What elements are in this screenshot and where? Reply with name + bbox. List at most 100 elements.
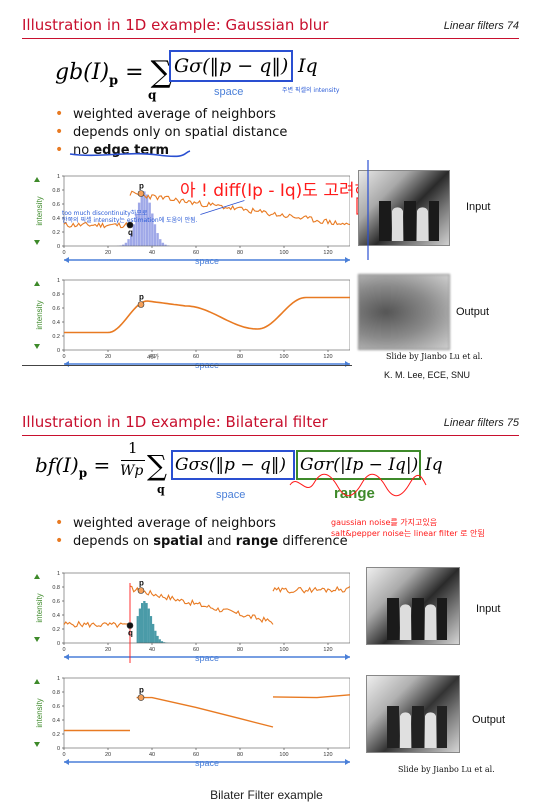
signal-line [129,190,350,226]
point-label: p [139,579,144,588]
slide-bilateral-filter: Illustration in 1D example: Bilateral fi… [0,405,533,785]
arrow-up-icon [34,679,40,684]
x-tick-label: 100 [279,354,288,360]
gaussian-bar [124,242,128,246]
range-weight-bar [147,608,150,643]
gaussian-bar [153,224,157,246]
bullet-item: weighted average of neighbors [55,106,287,122]
x-tick-label: 20 [105,647,111,653]
arrow-up-icon [34,281,40,286]
signal-line [272,585,350,594]
footer-rule [22,365,352,366]
page-caption: Bilater Filter example [210,788,323,802]
y-tick-label: 0.2 [52,334,60,340]
bullet-item: depends on spatial and range difference [55,533,348,549]
title-rule [22,435,519,436]
x-tick-label: 120 [323,752,332,758]
x-tick-label: 20 [105,250,111,256]
y-tick-label: 0.2 [52,230,60,236]
author: K. M. Lee, ECE, SNU [384,370,471,380]
fraction-numerator: 1 [128,439,138,457]
point-label: p [139,182,144,191]
arrow-down-icon [34,240,40,245]
arch-drawing [387,598,447,640]
arrow-up-icon [34,177,40,182]
arrow-down-icon [34,637,40,642]
y-tick-label: 0.6 [52,704,60,710]
arch-drawing [387,706,447,748]
input-label: Input [466,201,491,213]
y-tick-label: 0.4 [52,320,60,326]
range-weight-bar [152,623,155,643]
output-image [366,675,460,753]
y-tick-label: 1 [57,571,60,577]
arrow-right-icon [345,759,350,765]
x-tick-label: 0 [62,752,65,758]
arrow-left-icon [64,654,69,660]
gaussian-bar [159,239,162,246]
y-axis-label: intensity [35,196,44,225]
formula-tail: Iq [298,55,318,77]
x-tick-label: 20 [105,354,111,360]
range-kernel-box [296,450,421,480]
formula-tail: Iq [425,455,443,475]
plot-frame [63,175,350,247]
chart-bf-input: 0 0.2 0.4 0.6 0.8 1 0 20 40 60 80 100 120 intensity sp… [34,571,350,663]
x-tick-label: 0 [62,250,65,256]
gaussian-bar [164,244,167,246]
plot-frame [63,572,350,644]
x-tick-label: 60 [193,647,199,653]
x-tick-label: 120 [323,250,332,256]
arrow-right-icon [345,654,350,660]
x-axis-label: space [195,758,219,768]
x-axis-label: space [195,653,219,663]
x-tick-label: 0 [62,354,65,360]
y-tick-label: 0.8 [52,690,60,696]
y-tick-label: 0.4 [52,718,60,724]
y-axis-label: intensity [35,593,44,622]
y-tick-label: 0.6 [52,306,60,312]
annotation-vertical-line [367,160,369,260]
gaussian-bar [148,202,151,246]
y-tick-label: 1 [57,174,60,180]
input-label: Input [476,603,501,615]
bullet-item: depends only on spatial distance [55,124,287,140]
korean-intensity-note: 주변 픽셀의 intensity [282,87,340,94]
formula-bf: bf(I)p = [35,453,111,480]
gaussian-bar [145,194,149,246]
range-weight-bar [156,635,159,643]
x-tick-label: 40 [149,354,155,360]
arrow-left-icon [64,257,69,263]
x-tick-label: 40 [149,647,155,653]
y-tick-label: 0.4 [52,216,60,222]
sample-point [137,190,145,197]
slide-title: Illustration in 1D example: Gaussian blu… [22,16,329,34]
sum-index-q: q [148,88,157,102]
x-tick-label: 80 [237,752,243,758]
output-image [358,274,450,350]
annotation-arrow [200,200,245,215]
arrow-left-icon [64,759,69,765]
fraction-bar [121,460,145,461]
output-label: Output [472,714,506,726]
point-label: p [139,293,144,302]
input-image [366,567,460,645]
range-weight-bar [160,641,164,643]
range-weight-bar [143,601,146,643]
sum-symbol: ∑ [147,449,167,482]
arrow-up-icon [34,574,40,579]
output-label: Output [456,306,490,318]
formula-kernel: Gσ(‖p − q‖) [174,55,289,77]
input-image [358,170,450,246]
filtered-signal-line [272,694,350,699]
sample-point [126,622,134,629]
arrow-down-icon [34,344,40,349]
sum-index-q: q [157,483,165,496]
point-label: q [128,228,133,237]
signal-line [63,221,131,229]
smoothed-signal-line [64,296,350,334]
bullet-item: weighted average of neighbors [55,515,348,531]
formula-gb: gb(I)p = ∑ [55,55,172,90]
arch-drawing [379,201,439,241]
x-tick-label: 60 [193,752,199,758]
